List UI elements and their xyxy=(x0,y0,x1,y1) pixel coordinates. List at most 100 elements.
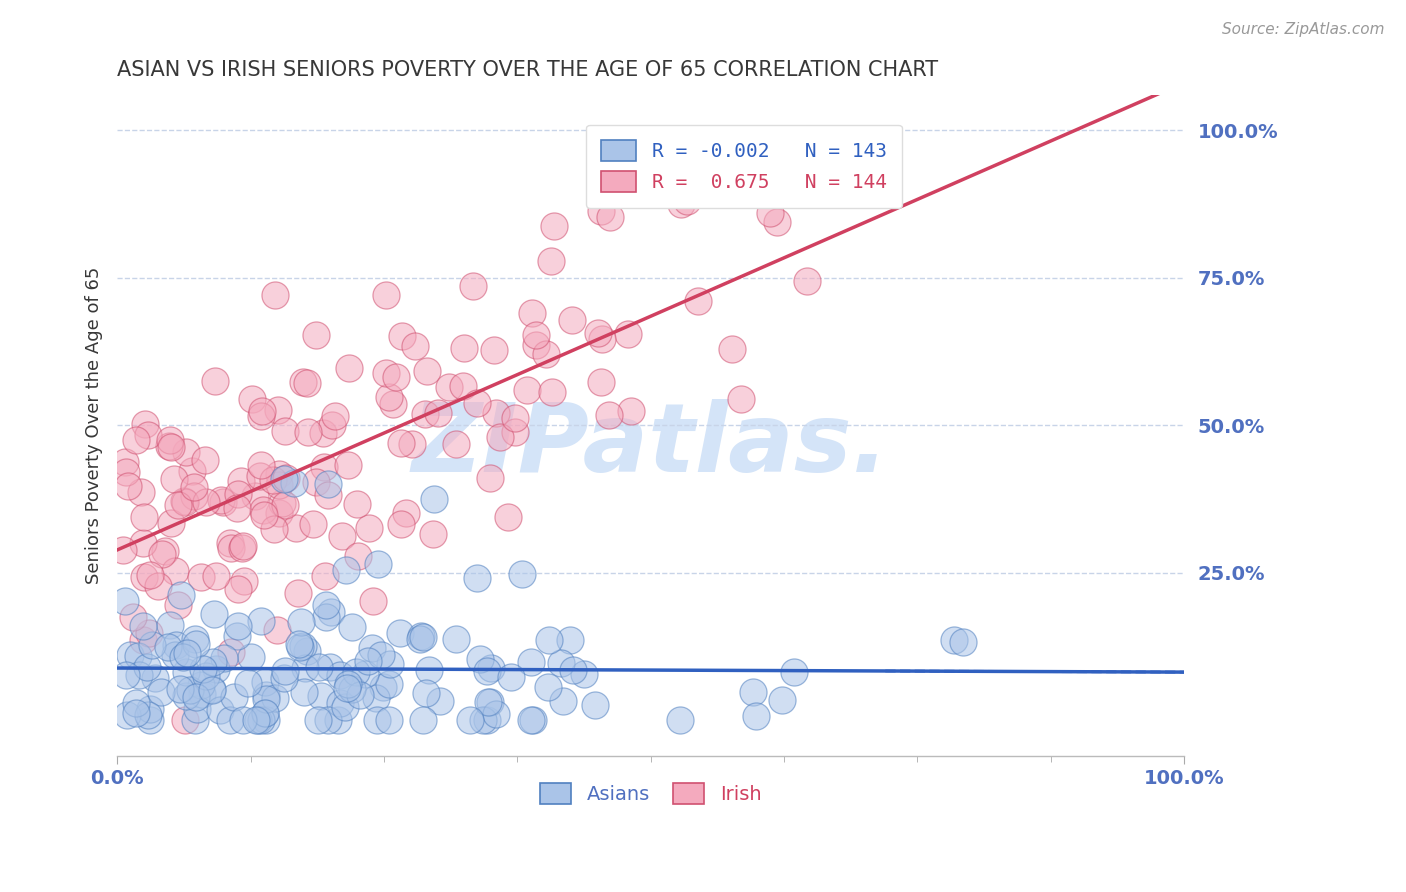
Point xyxy=(240,392,263,407)
Point xyxy=(342,620,364,634)
Point xyxy=(404,339,426,353)
Point xyxy=(766,215,789,229)
Point xyxy=(461,279,484,293)
Point xyxy=(231,474,253,488)
Point xyxy=(304,475,326,490)
Point xyxy=(409,632,432,646)
Point xyxy=(375,366,398,380)
Point xyxy=(233,574,256,589)
Point xyxy=(115,708,138,723)
Point xyxy=(389,436,412,450)
Point xyxy=(204,374,226,388)
Point xyxy=(389,516,412,531)
Point xyxy=(173,494,195,508)
Point xyxy=(772,693,794,707)
Point xyxy=(562,663,585,677)
Point xyxy=(586,326,609,340)
Point xyxy=(183,489,205,503)
Point xyxy=(589,204,612,219)
Point xyxy=(114,594,136,608)
Point xyxy=(273,472,295,486)
Text: ASIAN VS IRISH SENIORS POVERTY OVER THE AGE OF 65 CORRELATION CHART: ASIAN VS IRISH SENIORS POVERTY OVER THE … xyxy=(117,60,938,79)
Point xyxy=(477,695,499,709)
Point xyxy=(165,564,187,578)
Point xyxy=(516,383,538,397)
Point xyxy=(745,708,768,723)
Point xyxy=(250,409,273,424)
Point xyxy=(465,571,488,585)
Point xyxy=(561,313,583,327)
Point xyxy=(184,713,207,727)
Point xyxy=(232,713,254,727)
Point xyxy=(537,633,560,648)
Point xyxy=(471,713,494,727)
Point xyxy=(167,498,190,512)
Point xyxy=(190,570,212,584)
Point xyxy=(598,409,620,423)
Point xyxy=(499,670,522,684)
Point xyxy=(378,390,401,404)
Point xyxy=(125,706,148,720)
Point xyxy=(415,364,437,378)
Point xyxy=(361,640,384,655)
Point xyxy=(307,713,329,727)
Point xyxy=(783,665,806,679)
Point xyxy=(274,425,297,439)
Point xyxy=(520,306,543,320)
Point xyxy=(149,685,172,699)
Point xyxy=(139,702,162,716)
Point xyxy=(384,369,406,384)
Point xyxy=(415,686,437,700)
Point xyxy=(232,539,254,553)
Point xyxy=(157,640,180,654)
Point xyxy=(616,327,638,342)
Point xyxy=(524,338,547,352)
Point xyxy=(329,697,352,711)
Point xyxy=(524,328,547,343)
Point xyxy=(759,206,782,220)
Point xyxy=(146,578,169,592)
Point xyxy=(295,643,318,657)
Point xyxy=(479,471,502,485)
Point xyxy=(308,660,330,674)
Point xyxy=(266,623,288,637)
Point xyxy=(489,430,512,444)
Point xyxy=(136,428,159,442)
Point xyxy=(273,671,295,685)
Point xyxy=(274,498,297,512)
Point xyxy=(132,509,155,524)
Point xyxy=(247,713,270,727)
Point xyxy=(176,665,198,679)
Point xyxy=(252,404,274,418)
Point xyxy=(485,406,508,420)
Point xyxy=(346,497,368,511)
Point xyxy=(114,455,136,469)
Point xyxy=(574,666,596,681)
Point xyxy=(391,328,413,343)
Point xyxy=(519,713,541,727)
Point xyxy=(468,652,491,666)
Point xyxy=(444,436,467,450)
Point xyxy=(267,506,290,520)
Point xyxy=(134,417,156,431)
Point xyxy=(543,219,565,233)
Point xyxy=(375,287,398,301)
Point xyxy=(254,706,277,720)
Text: Source: ZipAtlas.com: Source: ZipAtlas.com xyxy=(1222,22,1385,37)
Point xyxy=(302,516,325,531)
Point xyxy=(295,376,318,391)
Point xyxy=(254,706,277,720)
Point xyxy=(174,689,197,703)
Point xyxy=(250,458,273,472)
Point xyxy=(226,628,249,642)
Point xyxy=(183,480,205,494)
Point xyxy=(115,465,138,479)
Point xyxy=(620,404,643,418)
Point xyxy=(311,425,333,440)
Point xyxy=(541,385,564,400)
Point xyxy=(165,638,187,652)
Point xyxy=(364,690,387,705)
Legend: Asians, Irish: Asians, Irish xyxy=(531,775,769,812)
Point xyxy=(290,615,312,629)
Point xyxy=(314,569,336,583)
